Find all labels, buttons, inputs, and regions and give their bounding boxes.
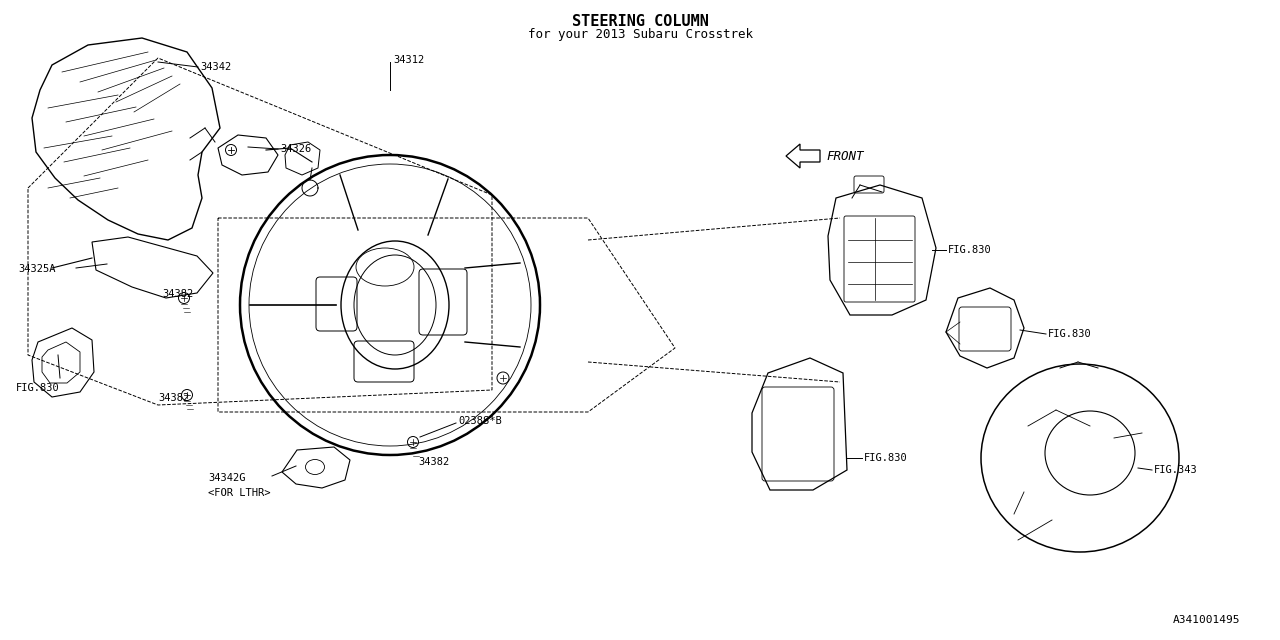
Text: 34382: 34382 — [163, 289, 193, 299]
Text: FIG.830: FIG.830 — [948, 245, 992, 255]
Text: FIG.830: FIG.830 — [15, 383, 60, 393]
Text: 34342G: 34342G — [207, 473, 246, 483]
Text: 34326: 34326 — [280, 144, 311, 154]
Text: 34312: 34312 — [393, 55, 424, 65]
Text: A341001495: A341001495 — [1172, 615, 1240, 625]
Text: FRONT: FRONT — [826, 150, 864, 163]
Text: FIG.830: FIG.830 — [864, 453, 908, 463]
Text: 0238S*B: 0238S*B — [458, 416, 502, 426]
Text: for your 2013 Subaru Crosstrek: for your 2013 Subaru Crosstrek — [527, 28, 753, 41]
Text: 34325A: 34325A — [18, 264, 55, 274]
Text: <FOR LTHR>: <FOR LTHR> — [207, 488, 270, 498]
Text: FIG.343: FIG.343 — [1155, 465, 1198, 475]
Text: FIG.830: FIG.830 — [1048, 329, 1092, 339]
Text: STEERING COLUMN: STEERING COLUMN — [572, 14, 708, 29]
Text: 34382: 34382 — [419, 457, 449, 467]
Text: 34382: 34382 — [157, 393, 189, 403]
Text: 34342: 34342 — [200, 62, 232, 72]
